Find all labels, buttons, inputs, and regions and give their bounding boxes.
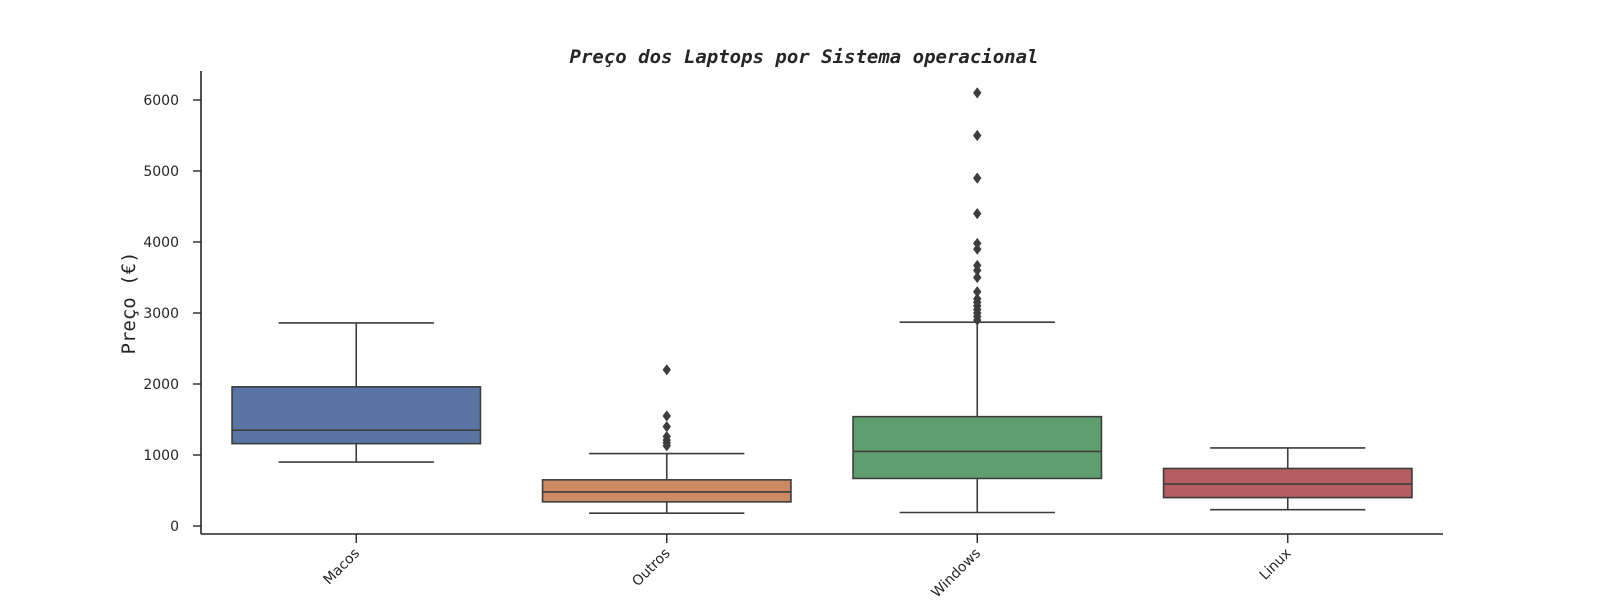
box-linux <box>1162 467 1413 499</box>
chart-title: Preço dos Laptops por Sistema operaciona… <box>570 46 1039 68</box>
outlier-point-outros <box>662 421 671 433</box>
outlier-point-windows <box>973 208 982 220</box>
outlier-point-windows <box>973 293 982 305</box>
box-outros <box>541 479 792 503</box>
outlier-point-windows <box>973 237 982 250</box>
x-tick-label-windows: Windows <box>929 546 985 600</box>
outlier-point-outros <box>662 410 671 422</box>
y-tick-label: 0 <box>170 519 179 535</box>
outlier-point-outros <box>662 430 671 443</box>
box-windows <box>852 415 1103 480</box>
y-tick-label: 5000 <box>143 164 179 180</box>
y-tick-label: 4000 <box>143 235 179 251</box>
x-tick-label-outros: Outros <box>629 546 673 590</box>
x-tick-label-linux: Linux <box>1257 546 1295 584</box>
box-macos <box>231 386 482 445</box>
outlier-point-windows <box>973 259 982 272</box>
outlier-point-outros <box>662 364 671 376</box>
outlier-point-windows <box>973 87 982 99</box>
outlier-point-windows <box>973 129 982 142</box>
y-tick-label: 2000 <box>143 377 179 393</box>
y-axis-label: Preço (€) <box>118 252 140 355</box>
outlier-point-windows <box>973 172 982 184</box>
outlier-point-windows <box>973 286 982 298</box>
outlier-point-windows <box>973 271 982 284</box>
y-tick-label: 6000 <box>143 93 179 109</box>
outlier-point-windows <box>973 243 982 255</box>
y-tick-label: 3000 <box>143 306 179 322</box>
x-tick-label-macos: Macos <box>320 546 363 589</box>
y-tick-label: 1000 <box>143 448 179 464</box>
